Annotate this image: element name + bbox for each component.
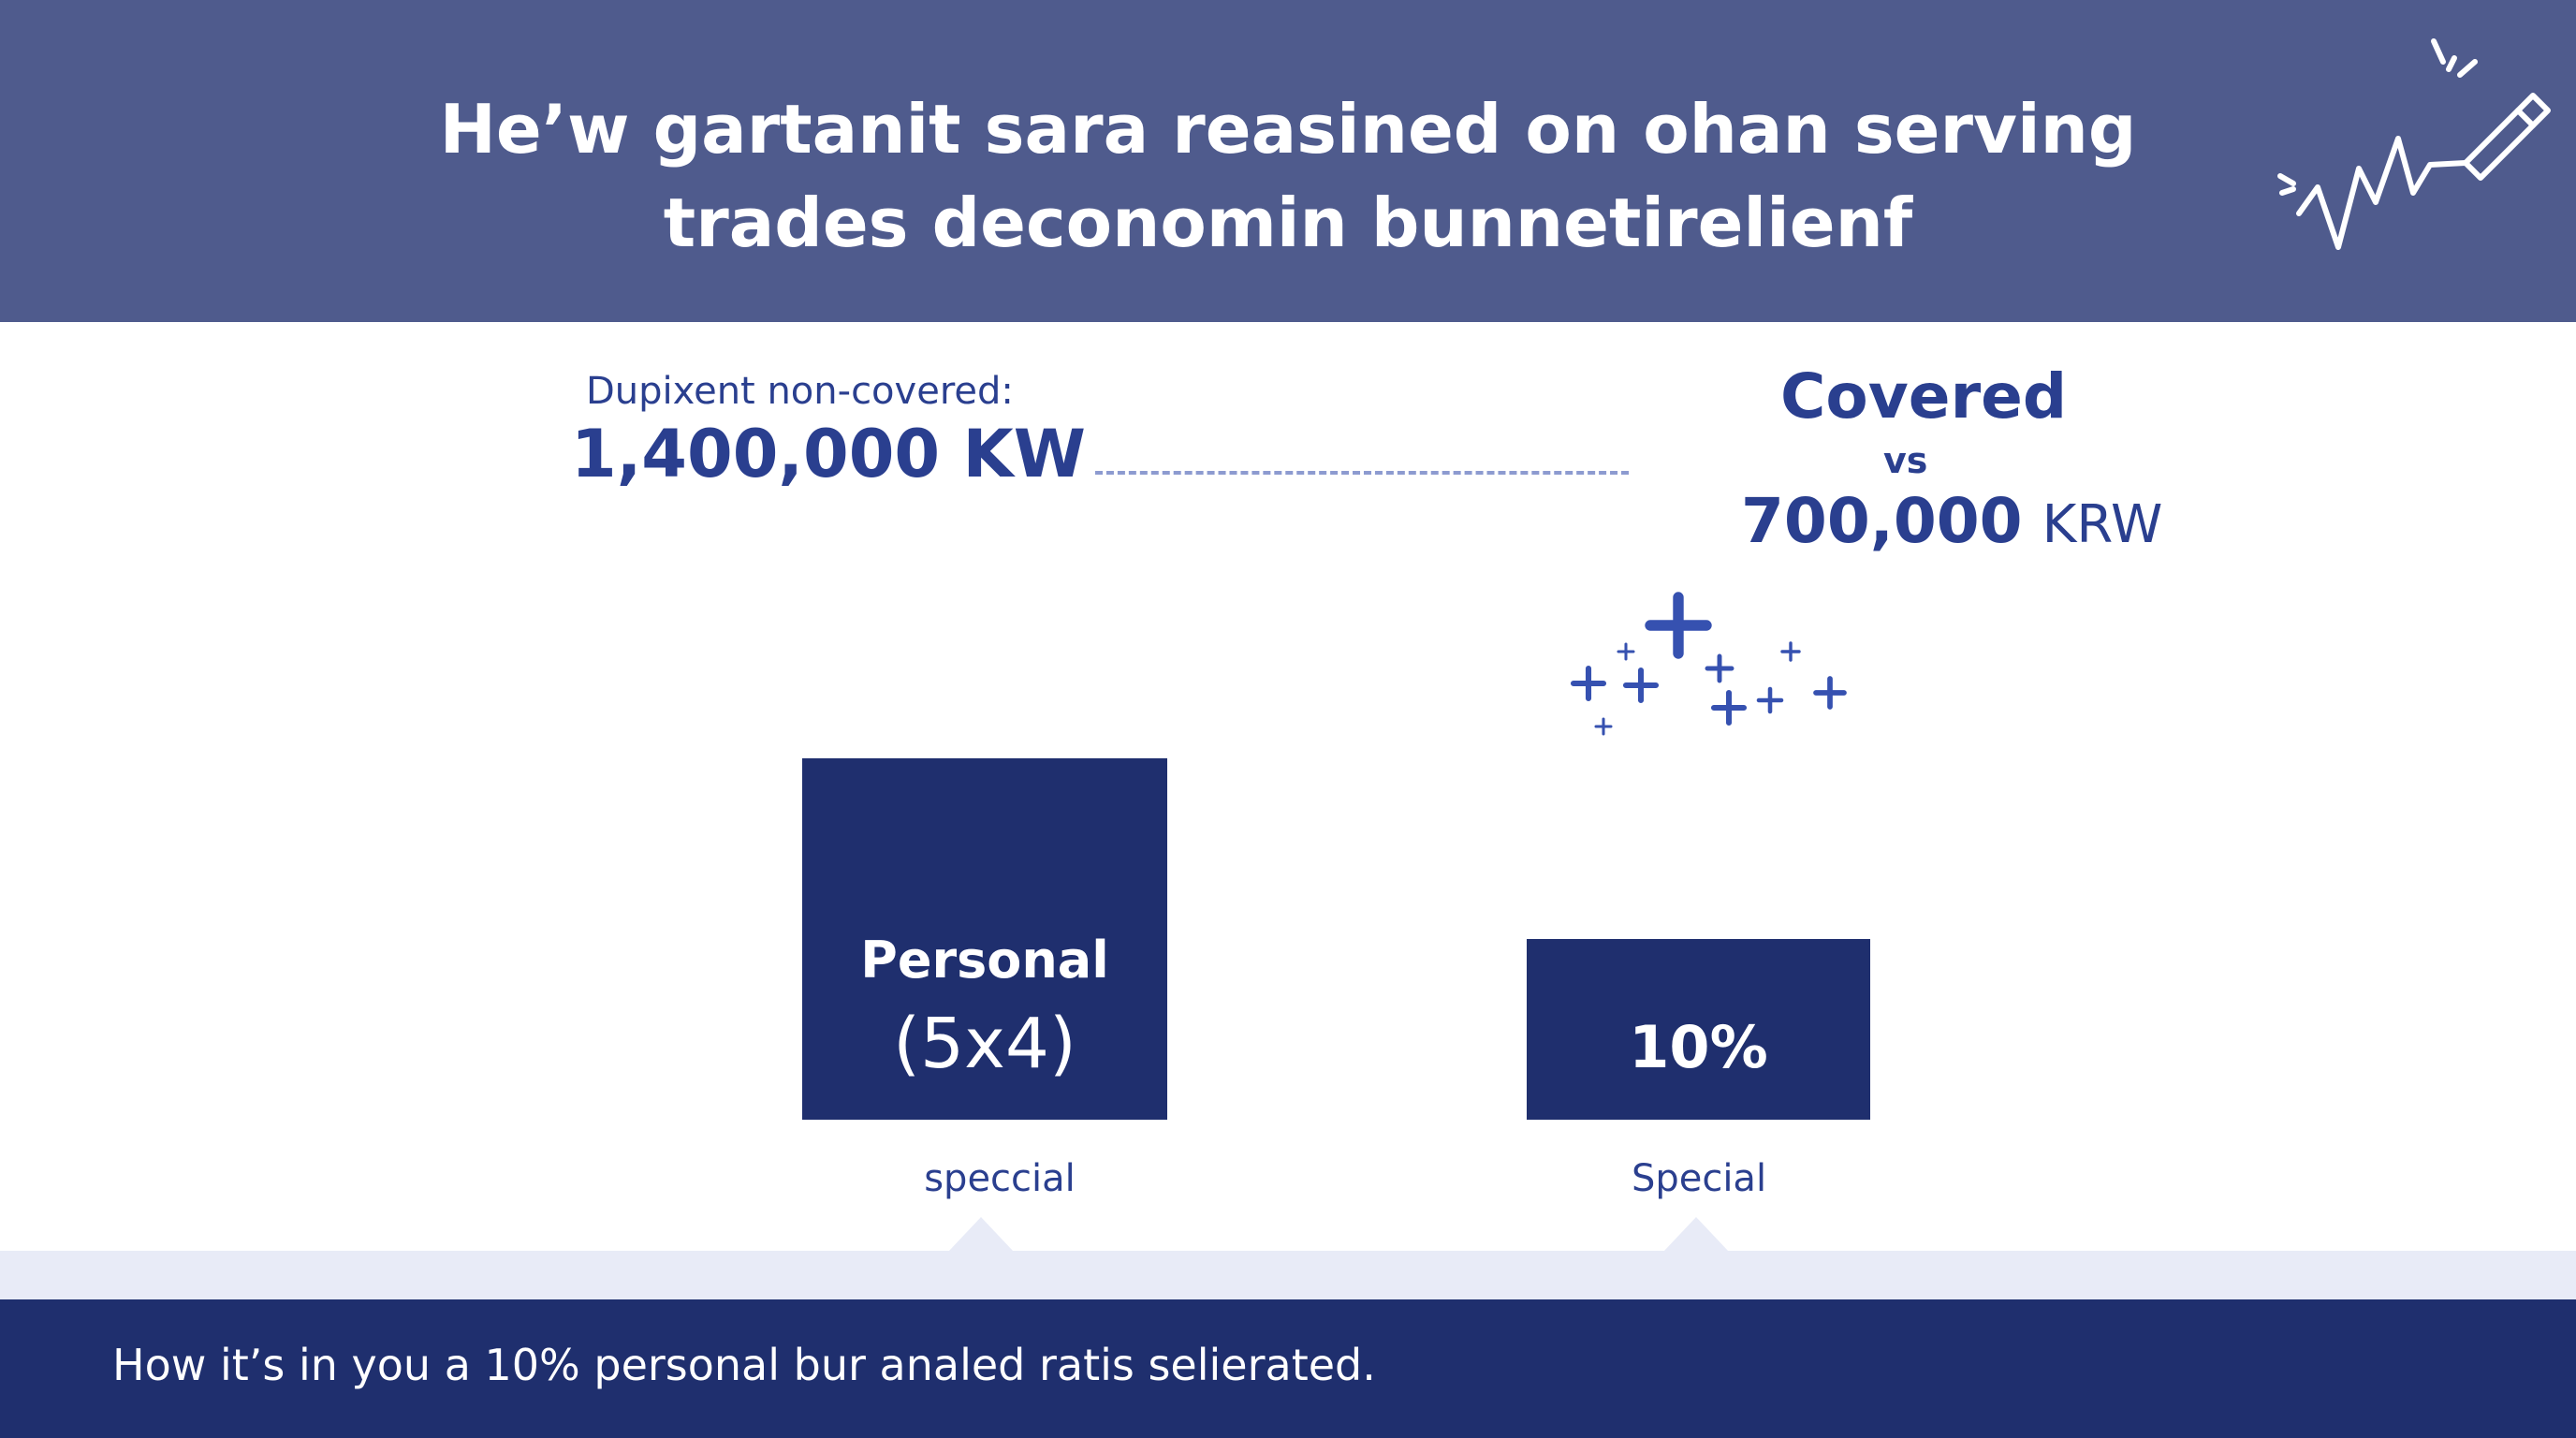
title-line-1: He’w gartanit sara reasined on ohan serv…: [439, 90, 2137, 169]
bar-1-label-line1: Personal: [860, 931, 1108, 990]
left-value: 1,400,000 KW: [571, 416, 1086, 492]
sparkle-icon-4: [1570, 665, 1607, 702]
sparkle-icon-10: [1813, 676, 1847, 710]
sparkle-icon-2: [1710, 689, 1748, 726]
sparkle-icon-6: [1594, 717, 1613, 736]
bar-1-label-line2: (5x4): [893, 1004, 1076, 1084]
title-line-2: trades deconomin bunnetirelienf: [663, 183, 1913, 262]
sparkle-icon-7: [1705, 653, 1734, 683]
right-title: Covered: [1780, 360, 2068, 433]
header-banner: He’w gartanit sara reasined on ohan serv…: [0, 0, 2576, 322]
sparkle-icon-9: [1780, 641, 1801, 662]
category-pointer-2: [1664, 1217, 1728, 1251]
right-value-unit: KRW: [2042, 494, 2163, 555]
footer-banner: How it’s in you a 10% personal bur anale…: [0, 1299, 2576, 1438]
left-caption: Dupixent non-covered:: [586, 370, 1014, 413]
pulse-line-with-pen-icon: [2277, 38, 2551, 250]
footer-text: How it’s in you a 10% personal bur anale…: [112, 1340, 1376, 1390]
dashed-connector: [1095, 471, 1629, 475]
right-value-number: 700,000: [1741, 485, 2023, 557]
category-pointer-1: [949, 1217, 1013, 1251]
category-label-2: Special: [1632, 1157, 1766, 1200]
sparkle-icon-5: [1617, 642, 1635, 661]
right-vs: vs: [1883, 440, 1928, 481]
sparkle-icon-8: [1756, 686, 1784, 714]
bar-2-label-line2: 10%: [1629, 1013, 1767, 1081]
category-label-1: speccial: [924, 1157, 1076, 1200]
bar-1: [802, 758, 1167, 1120]
bar-2: [1527, 939, 1870, 1120]
right-value: 700,000 KRW: [1741, 481, 2162, 565]
sparkle-icon-3: [1622, 667, 1660, 704]
baseline-strip: [0, 1251, 2576, 1299]
sparkle-icon-1: [1645, 592, 1712, 659]
